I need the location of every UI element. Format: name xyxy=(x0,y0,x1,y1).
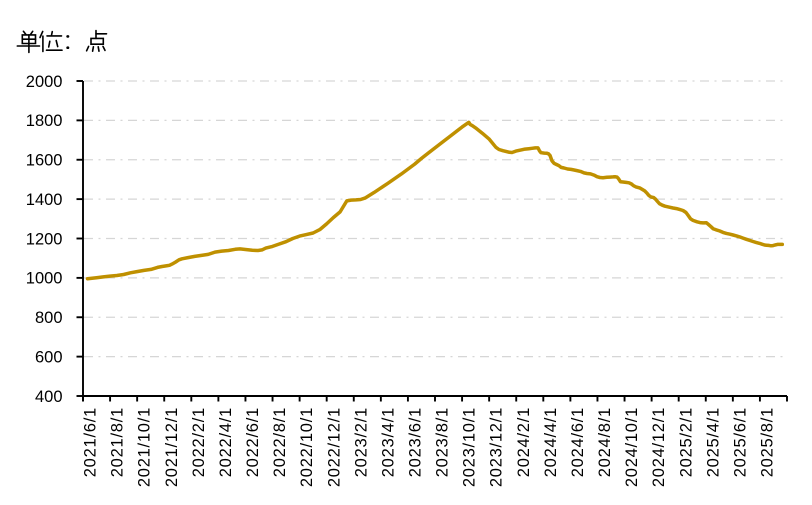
svg-text:2024/4/1: 2024/4/1 xyxy=(542,407,560,477)
svg-text:2025/6/1: 2025/6/1 xyxy=(731,407,749,477)
svg-text:2021/6/1: 2021/6/1 xyxy=(82,407,100,477)
svg-text:2023/2/1: 2023/2/1 xyxy=(352,407,370,477)
svg-text:2023/8/1: 2023/8/1 xyxy=(434,407,452,477)
svg-text:2024/2/1: 2024/2/1 xyxy=(515,407,533,477)
svg-text:1000: 1000 xyxy=(26,270,63,288)
svg-text:2023/4/1: 2023/4/1 xyxy=(379,407,397,477)
svg-text:2023/12/1: 2023/12/1 xyxy=(488,407,506,487)
svg-text:2022/2/1: 2022/2/1 xyxy=(190,407,208,477)
svg-text:2000: 2000 xyxy=(26,73,63,91)
svg-text:2025/4/1: 2025/4/1 xyxy=(704,407,722,477)
svg-text:400: 400 xyxy=(35,388,63,406)
svg-text:2024/10/1: 2024/10/1 xyxy=(623,407,641,487)
svg-text:1400: 1400 xyxy=(26,191,63,209)
svg-text:2021/12/1: 2021/12/1 xyxy=(163,407,181,487)
svg-text:1800: 1800 xyxy=(26,112,63,130)
svg-text:1200: 1200 xyxy=(26,230,63,248)
svg-text:800: 800 xyxy=(35,309,63,327)
svg-text:2023/6/1: 2023/6/1 xyxy=(406,407,424,477)
svg-text:2023/10/1: 2023/10/1 xyxy=(461,407,479,487)
svg-text:2022/10/1: 2022/10/1 xyxy=(298,407,316,487)
svg-text:2022/12/1: 2022/12/1 xyxy=(325,407,343,487)
svg-text:2021/10/1: 2021/10/1 xyxy=(136,407,154,487)
svg-text:2024/6/1: 2024/6/1 xyxy=(569,407,587,477)
svg-text:2024/12/1: 2024/12/1 xyxy=(650,407,668,487)
svg-text:1600: 1600 xyxy=(26,152,63,170)
svg-text:2025/2/1: 2025/2/1 xyxy=(677,407,695,477)
svg-text:600: 600 xyxy=(35,348,63,366)
svg-text:2022/4/1: 2022/4/1 xyxy=(217,407,235,477)
svg-text:2021/8/1: 2021/8/1 xyxy=(109,407,127,477)
svg-text:2022/8/1: 2022/8/1 xyxy=(271,407,289,477)
svg-text:2022/6/1: 2022/6/1 xyxy=(244,407,262,477)
svg-text:2024/8/1: 2024/8/1 xyxy=(596,407,614,477)
svg-text:2025/8/1: 2025/8/1 xyxy=(758,407,776,477)
